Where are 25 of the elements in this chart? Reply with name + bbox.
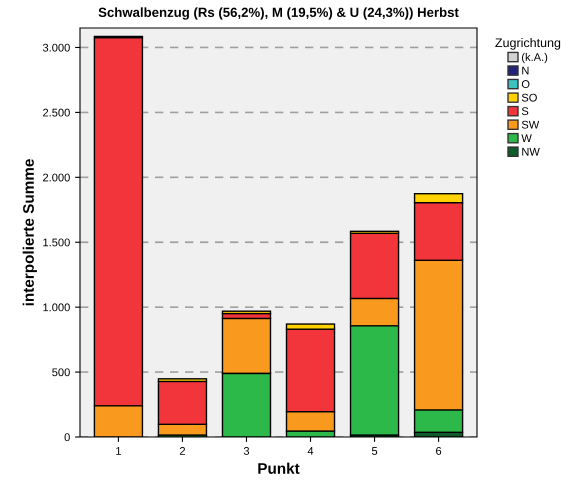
y-tick-label: 1.500 xyxy=(43,238,70,246)
legend-label: W xyxy=(521,134,532,142)
legend-label: S xyxy=(522,107,528,116)
legend-label: O xyxy=(522,80,530,88)
y-axis-title: interpolierte Summe xyxy=(22,159,37,306)
x-tick-label: 1 xyxy=(116,447,121,455)
chart-title: Schwalbenzug (Rs (56,2%), M (19,5%) & U (24,3%)) Herbst xyxy=(98,7,459,20)
x-tick-label: 2 xyxy=(180,447,185,455)
y-tick-label: 2.500 xyxy=(43,108,70,117)
legend-label: N xyxy=(522,66,528,74)
y-tick-label: 3.000 xyxy=(42,44,70,52)
y-tick-label: 0 xyxy=(64,433,70,442)
legend-label: (k.A.) xyxy=(522,52,548,64)
x-tick-label: 3 xyxy=(244,447,250,455)
legend-label: SO xyxy=(522,94,537,102)
x-tick-label: 4 xyxy=(308,447,314,455)
y-tick-label: 2.000 xyxy=(43,174,70,182)
y-tick-label: 500 xyxy=(52,368,70,376)
legend-title: Zugrichtung xyxy=(495,38,560,50)
legend-label: NW xyxy=(522,148,540,156)
x-tick-label: 5 xyxy=(372,447,378,455)
x-axis-title: Punkt xyxy=(258,462,300,474)
y-tick-label: 1.000 xyxy=(43,303,70,312)
x-tick-label: 6 xyxy=(436,447,442,455)
legend-label: SW xyxy=(522,120,540,129)
